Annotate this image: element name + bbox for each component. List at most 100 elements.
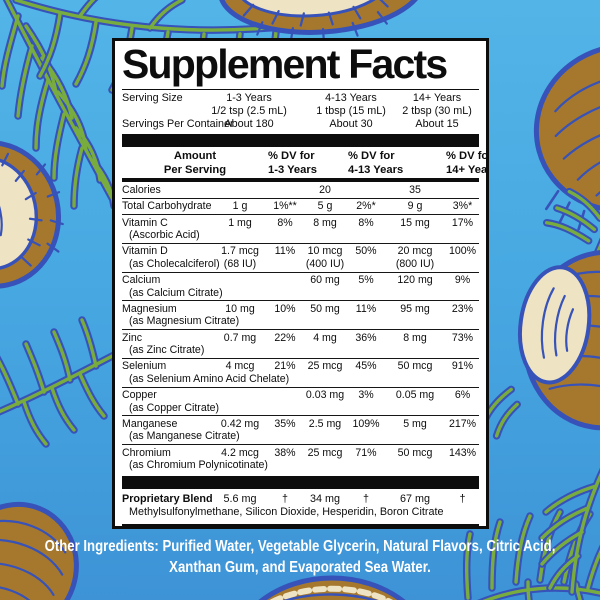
amount-4-13: 25 mcg bbox=[307, 360, 343, 373]
amount-4-13: 10 mcg bbox=[307, 245, 343, 258]
supplement-facts-panel: Supplement Facts Serving Size 1-3 Years … bbox=[112, 38, 489, 529]
dv-1-3: 38% bbox=[274, 446, 296, 459]
dv-14plus: 91% bbox=[451, 360, 474, 373]
nutrient-name: Chromium bbox=[122, 446, 171, 459]
serving-size-row: Serving Size 1-3 Years 4-13 Years 14+ Ye… bbox=[122, 92, 479, 105]
nutrient-row: Magnesium (as Magnesium Citrate) 10 mg 1… bbox=[122, 300, 479, 329]
servings-value: About 15 bbox=[415, 118, 459, 131]
amount-1-3: 1 g bbox=[232, 200, 248, 213]
dv-4-13: 45% bbox=[355, 360, 377, 373]
divider bbox=[122, 88, 479, 90]
nutrient-row: Selenium (as Selenium Amino Acid Chelate… bbox=[122, 357, 479, 387]
nutrient-row: Vitamin D (as Cholecalciferol) 1.7 mcg (… bbox=[122, 242, 479, 272]
amount-14plus: 0.05 mg bbox=[395, 389, 435, 402]
nutrient-name: Vitamin D bbox=[122, 245, 168, 258]
nutrient-source: (Ascorbic Acid) bbox=[129, 229, 200, 242]
amount-1-3-iu: (68 IU) bbox=[223, 257, 257, 270]
dv-1-3: 8% bbox=[277, 216, 293, 229]
amount-14plus: 120 mg bbox=[397, 274, 433, 287]
amount-4-13-iu: (400 IU) bbox=[305, 257, 345, 270]
amount-4-13: 50 mg bbox=[310, 302, 340, 315]
nutrient-source: (as Calcium Citrate) bbox=[129, 286, 223, 299]
dv-14plus: 23% bbox=[451, 302, 474, 315]
dv-14plus: 73% bbox=[451, 331, 474, 344]
dv-1-3: 21% bbox=[274, 360, 296, 373]
age-group: 1-3 Years bbox=[226, 91, 272, 104]
cut-coconut-right-icon bbox=[480, 175, 600, 440]
dv-4-13: 5% bbox=[358, 274, 374, 287]
dv-14plus: 217% bbox=[448, 417, 477, 430]
other-ingredients-text: Other Ingredients: Purified Water, Veget… bbox=[44, 538, 556, 577]
nutrient-name: Zinc bbox=[122, 331, 143, 344]
dv-4-13: 50% bbox=[355, 245, 377, 258]
amount-4-13: 25 mcg bbox=[307, 446, 343, 459]
amount-4-13: 60 mg bbox=[310, 274, 340, 287]
age-group: 14+ Years bbox=[412, 91, 462, 104]
amount-4-13: 0.03 mg bbox=[305, 389, 345, 402]
coconut-bottom-center-icon bbox=[258, 575, 406, 600]
dv-14plus: 3%* bbox=[452, 200, 473, 213]
dv-14plus: 17% bbox=[451, 216, 474, 229]
panel-title: Supplement Facts bbox=[122, 41, 448, 87]
dv-14plus: 6% bbox=[454, 389, 471, 402]
blend-amount-14plus: 67 mg bbox=[399, 492, 430, 505]
dv-4-13: 11% bbox=[355, 302, 377, 315]
nutrient-name: Calcium bbox=[122, 274, 161, 287]
nutrient-source: (as Magnesium Citrate) bbox=[129, 315, 240, 328]
blend-name: Proprietary Blend bbox=[122, 492, 213, 505]
dv-1-3: 22% bbox=[274, 331, 296, 344]
dv-header-14plus: % DV for 14+ Years bbox=[446, 150, 489, 176]
nutrient-name: Selenium bbox=[122, 360, 167, 373]
dv-14plus: 100% bbox=[448, 245, 477, 258]
dv-4-13: 109% bbox=[352, 417, 380, 430]
blend-dv-14plus: † bbox=[459, 492, 466, 505]
nutrient-source: (as Manganese Citrate) bbox=[129, 430, 240, 443]
serving-dose-row: 1/2 tsp (2.5 mL) 1 tbsp (15 mL) 2 tbsp (… bbox=[122, 105, 479, 118]
dv-4-13: 71% bbox=[355, 446, 377, 459]
amount-1-3: 0.42 mg bbox=[220, 417, 260, 430]
amount-1-3: 0.7 mg bbox=[223, 331, 257, 344]
nutrient-row: Calcium (as Calcium Citrate) 60 mg 5% bbox=[122, 271, 479, 301]
blend-amount-1-3: 5.6 mg bbox=[223, 492, 257, 505]
nutrient-row: Total Carbohydrate 1 g 1%** 5 g 2%* 9 g bbox=[122, 197, 479, 214]
amount-1-3: 4.2 mcg bbox=[221, 446, 259, 459]
nutrient-source: (as Cholecalciferol) bbox=[129, 257, 220, 270]
nutrient-row: Chromium (as Chromium Polynicotinate) 4.… bbox=[122, 444, 479, 473]
dose-value: 1/2 tsp (2.5 mL) bbox=[211, 104, 287, 117]
divider-bar bbox=[122, 523, 479, 526]
amount-1-3: 10 mg bbox=[225, 302, 255, 315]
nutrient-row: Vitamin C (Ascorbic Acid) 1 mg 8% 8 mg 8… bbox=[122, 214, 479, 243]
amount-1-3: 4 mcg bbox=[225, 360, 255, 373]
dv-1-3: 11% bbox=[274, 245, 296, 258]
nutrient-table: Calories 20 35 bbox=[122, 182, 479, 473]
dv-4-13: 8% bbox=[358, 216, 374, 229]
blend-ingredients: Methylsulfonylmethane, Silicon Dioxide, … bbox=[129, 505, 444, 518]
amount-1-3: 1 mg bbox=[228, 216, 252, 229]
amount-14plus: 5 mg bbox=[403, 417, 427, 430]
divider-bar bbox=[122, 475, 479, 489]
proprietary-blend-row: Proprietary Blend 5.6 mg † 34 mg † 67 mg… bbox=[122, 492, 479, 506]
serving-size-label: Serving Size bbox=[122, 91, 183, 104]
amount-14plus-iu: (800 IU) bbox=[395, 257, 435, 270]
dv-4-13: 2%* bbox=[356, 200, 376, 213]
dv-4-13: 3% bbox=[358, 389, 374, 402]
amount-14plus: 95 mg bbox=[400, 302, 430, 315]
dv-1-3: 1%** bbox=[273, 200, 297, 213]
dv-1-3: 35% bbox=[274, 417, 296, 430]
table-header-row: Amount Per Serving % DV for 1-3 Years % … bbox=[122, 150, 489, 183]
amount-14plus: 8 mg bbox=[403, 331, 427, 344]
nutrient-row: Copper (as Copper Citrate) 0.03 mg 3% bbox=[122, 386, 479, 416]
amount-14plus: 9 g bbox=[407, 200, 423, 213]
servings-value: About 180 bbox=[224, 118, 274, 131]
amount-4-13: 2.5 mg bbox=[308, 417, 342, 430]
nutrient-source: (as Zinc Citrate) bbox=[129, 344, 205, 357]
amount-4-13: 20 bbox=[319, 183, 331, 196]
nutrient-name: Magnesium bbox=[122, 302, 177, 315]
amount-14plus: 20 mcg bbox=[397, 245, 433, 258]
dose-value: 1 tbsp (15 mL) bbox=[316, 104, 386, 117]
servings-per-container-row: Servings Per Container About 180 About 3… bbox=[122, 118, 479, 131]
dv-4-13: 36% bbox=[355, 331, 377, 344]
amount-14plus: 50 mcg bbox=[397, 360, 433, 373]
nutrient-row: Calories 20 35 bbox=[122, 182, 479, 197]
